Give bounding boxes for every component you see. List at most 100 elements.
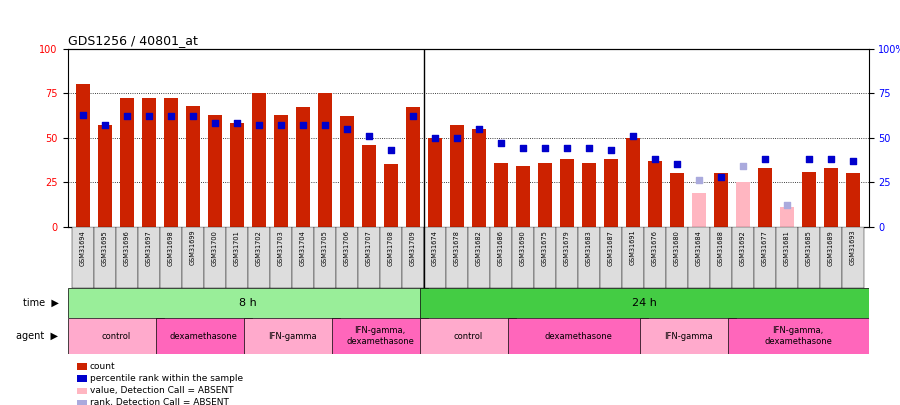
Point xyxy=(780,202,795,209)
Bar xyxy=(820,227,842,288)
Bar xyxy=(98,125,112,227)
Bar xyxy=(182,227,204,288)
Bar xyxy=(803,172,815,227)
Text: percentile rank within the sample: percentile rank within the sample xyxy=(90,374,243,383)
Bar xyxy=(644,227,666,288)
Point xyxy=(164,113,178,119)
Bar xyxy=(314,227,336,288)
Text: rank, Detection Call = ABSENT: rank, Detection Call = ABSENT xyxy=(90,399,229,405)
Bar xyxy=(252,93,266,227)
Bar xyxy=(156,318,252,354)
Point xyxy=(824,156,838,162)
Point xyxy=(846,158,860,164)
Point xyxy=(120,113,134,119)
Bar xyxy=(692,193,706,227)
Text: GSM31681: GSM31681 xyxy=(784,230,790,266)
Point xyxy=(802,156,816,162)
Point xyxy=(296,122,310,128)
Bar xyxy=(363,145,375,227)
Bar xyxy=(736,182,750,227)
Text: GSM31697: GSM31697 xyxy=(146,230,152,266)
Text: time  ▶: time ▶ xyxy=(22,298,58,308)
Bar xyxy=(759,168,771,227)
Bar xyxy=(121,98,133,227)
Point xyxy=(626,133,640,139)
Text: GSM31692: GSM31692 xyxy=(740,230,746,266)
Bar xyxy=(754,227,776,288)
Text: IFN-gamma: IFN-gamma xyxy=(663,332,713,341)
Bar xyxy=(230,124,244,227)
Text: GSM31707: GSM31707 xyxy=(366,230,372,266)
Bar xyxy=(780,207,794,227)
Bar xyxy=(776,227,798,288)
Bar xyxy=(561,159,573,227)
Bar xyxy=(340,116,354,227)
Bar xyxy=(336,227,358,288)
Text: GSM31690: GSM31690 xyxy=(520,230,526,266)
Bar xyxy=(534,227,556,288)
Text: GSM31678: GSM31678 xyxy=(454,230,460,266)
Point xyxy=(648,156,662,162)
Point xyxy=(98,122,112,128)
Bar xyxy=(622,227,644,288)
Bar xyxy=(165,98,177,227)
Point xyxy=(450,134,464,141)
Bar xyxy=(292,227,314,288)
Point xyxy=(76,111,90,118)
Point xyxy=(185,113,200,119)
Bar xyxy=(450,125,464,227)
Bar xyxy=(424,227,446,288)
Text: GSM31689: GSM31689 xyxy=(828,230,834,266)
Bar xyxy=(512,227,534,288)
Point xyxy=(604,147,618,153)
Point xyxy=(362,133,376,139)
Point xyxy=(274,122,288,128)
Point xyxy=(472,126,486,132)
Bar xyxy=(138,227,160,288)
Bar xyxy=(798,227,820,288)
Bar xyxy=(494,163,508,227)
Text: GSM31688: GSM31688 xyxy=(718,230,724,266)
Text: GSM31695: GSM31695 xyxy=(102,230,108,266)
Text: GSM31685: GSM31685 xyxy=(806,230,812,266)
Text: GSM31704: GSM31704 xyxy=(300,230,306,266)
Text: GSM31705: GSM31705 xyxy=(322,230,328,266)
Bar xyxy=(517,166,529,227)
Bar xyxy=(319,93,331,227)
Point xyxy=(141,113,156,119)
Point xyxy=(692,177,706,184)
Point xyxy=(340,126,355,132)
Point xyxy=(516,145,530,151)
Bar xyxy=(116,227,138,288)
Text: GSM31702: GSM31702 xyxy=(256,230,262,266)
Bar xyxy=(331,318,428,354)
Text: count: count xyxy=(90,362,115,371)
Point xyxy=(383,147,398,153)
Bar xyxy=(204,227,226,288)
Bar xyxy=(556,227,578,288)
Text: GSM31679: GSM31679 xyxy=(564,230,570,266)
Point xyxy=(230,120,244,127)
Bar xyxy=(715,173,728,227)
Point xyxy=(208,120,222,127)
Text: GSM31686: GSM31686 xyxy=(498,230,504,266)
Bar xyxy=(142,98,156,227)
Text: GSM31684: GSM31684 xyxy=(696,230,702,266)
Text: GSM31694: GSM31694 xyxy=(80,230,86,266)
Point xyxy=(406,113,420,119)
Bar xyxy=(842,227,864,288)
Bar xyxy=(688,227,710,288)
Bar xyxy=(94,227,116,288)
Bar xyxy=(160,227,182,288)
Text: GSM31696: GSM31696 xyxy=(124,230,130,266)
Bar xyxy=(472,129,486,227)
Bar xyxy=(186,106,200,227)
Bar xyxy=(728,318,868,354)
Bar xyxy=(428,138,442,227)
Text: GSM31682: GSM31682 xyxy=(476,230,482,266)
Bar xyxy=(76,84,89,227)
Text: GSM31703: GSM31703 xyxy=(278,230,284,266)
Point xyxy=(736,163,751,169)
Bar xyxy=(578,227,600,288)
Text: 24 h: 24 h xyxy=(632,298,656,308)
